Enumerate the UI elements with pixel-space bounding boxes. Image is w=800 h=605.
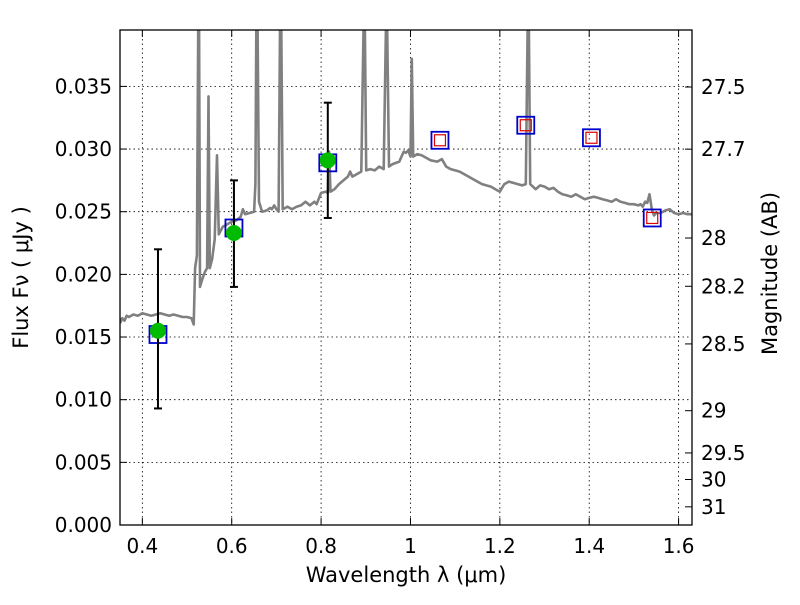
y2-tick-label: 27.5 bbox=[701, 75, 746, 99]
model-photometry-square bbox=[516, 115, 536, 135]
y2-tick-label: 30 bbox=[701, 468, 726, 492]
model-sed-line bbox=[120, 30, 692, 326]
y-tick-label: 0.035 bbox=[55, 74, 112, 98]
axis-ticks: 0.4 0.6 0.8 1 1.2 1.4 1.6 0.000 0.005 0.010 0.015 0… bbox=[55, 30, 746, 558]
y-axis-label: Flux Fν ( μJy ) bbox=[9, 206, 33, 349]
x-tick-label: 1.4 bbox=[573, 534, 605, 558]
x-tick-label: 0.8 bbox=[305, 534, 337, 558]
y2-tick-label: 29 bbox=[701, 399, 726, 423]
y-tick-label: 0.000 bbox=[55, 513, 112, 537]
model-photometry-square bbox=[430, 130, 450, 150]
y2-tick-label: 27.7 bbox=[701, 137, 746, 161]
y2-axis-label: Magnitude (AB) bbox=[758, 192, 782, 355]
detection-point bbox=[319, 152, 336, 169]
y-tick-label: 0.010 bbox=[55, 388, 112, 412]
plot-frame bbox=[119, 29, 693, 526]
x-tick-label: 1 bbox=[404, 534, 417, 558]
y-tick-label: 0.025 bbox=[55, 200, 112, 224]
y2-tick-label: 28 bbox=[701, 226, 726, 250]
detection-point bbox=[225, 225, 242, 242]
x-tick-label: 1.2 bbox=[484, 534, 516, 558]
x-tick-label: 0.6 bbox=[216, 534, 248, 558]
upper-limit-square bbox=[585, 131, 598, 144]
y2-tick-label: 31 bbox=[701, 495, 726, 519]
y2-tick-label: 28.2 bbox=[701, 274, 746, 298]
plot-area bbox=[120, 30, 692, 410]
upper-limit-square bbox=[646, 211, 659, 225]
upper-limit-square bbox=[433, 134, 447, 147]
upper-limit-square bbox=[519, 119, 532, 132]
model-photometry-square bbox=[582, 128, 601, 148]
y-tick-label: 0.005 bbox=[55, 450, 112, 474]
y2-tick-label: 29.5 bbox=[701, 441, 746, 465]
x-tick-label: 0.4 bbox=[126, 534, 158, 558]
x-tick-label: 1.6 bbox=[663, 534, 695, 558]
x-axis-label: Wavelength λ (μm) bbox=[306, 563, 507, 587]
detection-point bbox=[149, 322, 166, 339]
y-tick-label: 0.030 bbox=[55, 137, 112, 161]
y-tick-label: 0.015 bbox=[55, 325, 112, 349]
model-photometry-square bbox=[642, 208, 662, 228]
y-tick-label: 0.020 bbox=[55, 262, 112, 286]
y2-tick-label: 28.5 bbox=[701, 332, 746, 356]
